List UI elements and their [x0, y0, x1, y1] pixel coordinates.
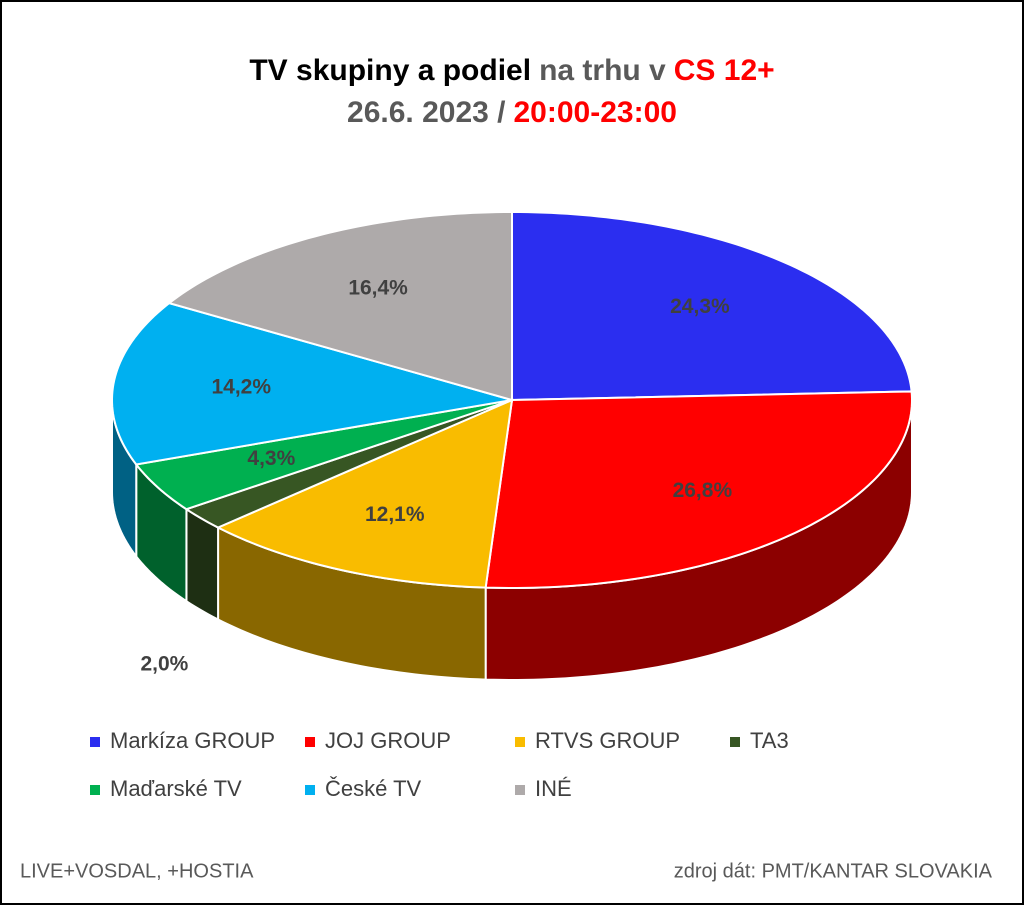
- legend-swatch: [730, 737, 740, 747]
- data-label: 16,4%: [348, 276, 408, 299]
- footer-left: LIVE+VOSDAL, +HOSTIA: [20, 860, 254, 882]
- legend-label: JOJ GROUP: [325, 728, 451, 753]
- footer-right: zdroj dát: PMT/KANTAR SLOVAKIA: [674, 860, 993, 882]
- legend-label: INÉ: [535, 776, 572, 801]
- data-label: 12,1%: [365, 503, 425, 526]
- legend-swatch: [515, 785, 525, 795]
- slice: [511, 210, 913, 402]
- data-label: 24,3%: [670, 295, 730, 318]
- title-part: CS 12+: [674, 54, 775, 87]
- legend-swatch: [90, 785, 100, 795]
- legend-swatch: [305, 785, 315, 795]
- data-label: 4,3%: [247, 447, 295, 470]
- legend: Markíza GROUP JOJ GROUP RTVS GROUP TA3 Maďar…: [90, 728, 789, 801]
- legend-label: Markíza GROUP: [110, 728, 275, 753]
- legend-label: RTVS GROUP: [535, 728, 680, 753]
- slice: [167, 210, 513, 402]
- legend-swatch: [90, 737, 100, 747]
- data-label: 2,0%: [140, 652, 188, 675]
- slice: [184, 399, 513, 529]
- title-part: na trhu v: [539, 54, 666, 87]
- title-part: 26.6. 2023 /: [347, 96, 506, 129]
- pie: 24,3% 26,8% 12,1% 2,0% 4,3% 14,2% 16,4%: [111, 210, 913, 681]
- data-label: 14,2%: [211, 375, 271, 398]
- legend-swatch: [515, 737, 525, 747]
- slice: [111, 302, 513, 466]
- legend-swatch: [305, 737, 315, 747]
- legend-label: Maďarské TV: [110, 776, 242, 801]
- slice: [134, 399, 513, 511]
- title-line-2: 26.6. 2023 /20:00-23:00: [347, 96, 677, 129]
- legend-label: TA3: [750, 728, 789, 753]
- slice: [215, 398, 514, 589]
- title-part: 20:00-23:00: [514, 96, 677, 129]
- legend-label: České TV: [325, 776, 422, 801]
- title-line-1: TV skupiny a podiel na trhu v CS 12+: [249, 54, 774, 87]
- data-label: 26,8%: [673, 479, 733, 502]
- slice: [484, 390, 913, 589]
- title-part: TV skupiny a podiel: [249, 54, 531, 87]
